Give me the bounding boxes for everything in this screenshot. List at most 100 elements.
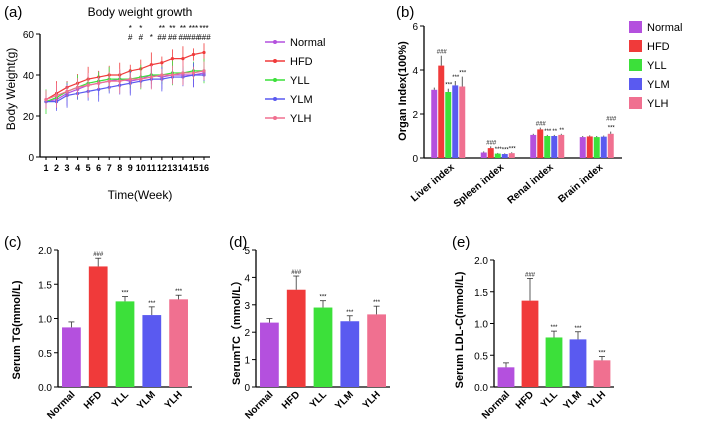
panel-d-significance-mark: *** [319, 295, 327, 301]
panel-c-bar-ylh [169, 299, 188, 387]
panel-a-legend-label: HFD [290, 56, 313, 68]
panel-b-bar-ylm [501, 154, 508, 158]
panel-c-bar-yll [115, 301, 135, 387]
panel-b-legend-label: Normal [647, 22, 682, 34]
panel-e-ylabel: Serum LDL-C(mmol/L) [454, 271, 466, 388]
panel-c-y-tick-label: 1.5 [38, 280, 52, 291]
panel-a-y-tick-label: 40 [23, 71, 35, 82]
panel-b-x-tick-label: Spleen index [452, 162, 507, 210]
panel-b-significance-mark: *** [495, 147, 503, 153]
panel-b-y-tick-label: 6 [412, 22, 418, 33]
panel-b-bar-hfd [487, 148, 494, 158]
panel-d-bar-ylh [367, 314, 386, 387]
panel-c-x-tick-label: YLH [163, 389, 185, 411]
panel-a-y-tick-label: 0 [28, 153, 34, 164]
panel-a-significance-mark: ## [168, 33, 177, 42]
panel-a-significance-mark: ** [180, 24, 186, 33]
panel-d-label: (d) [229, 234, 247, 251]
panel-e-bar-hfd [521, 300, 539, 387]
panel-d-bar-yll [313, 307, 333, 387]
panel-a-legend-marker [273, 59, 277, 63]
panel-b-x-tick-label: Renal index [506, 162, 556, 207]
panel-a-x-tick-label: 5 [86, 163, 91, 173]
panel-d-y-tick-label: 1 [244, 356, 250, 367]
panel-c-bar-hfd [88, 266, 108, 387]
panel-a-point [65, 89, 69, 93]
panel-a-x-tick-label: 7 [107, 163, 112, 173]
panel-b-bar-ylh [508, 153, 515, 158]
panel-a-significance-mark: ### [187, 33, 201, 42]
panel-e-bar-yll [545, 337, 563, 387]
panel-b-y-tick-label: 4 [412, 66, 418, 77]
panel-b-legend-swatch [629, 97, 642, 109]
panel-a-title: Body weight growth [88, 5, 193, 19]
panel-b-legend-label: YLH [647, 98, 668, 110]
panel-e-bar-ylm [569, 339, 587, 387]
panel-b-legend-label: YLL [647, 60, 667, 72]
panel-a-point [181, 57, 185, 61]
panel-a-x-tick-label: 8 [117, 163, 122, 173]
panel-a-point [97, 81, 101, 85]
panel-d-bar-hfd [286, 289, 306, 387]
panel-b-significance-mark: *** [445, 83, 453, 89]
panel-b-bar-hfd [586, 136, 593, 158]
panel-b-y-tick-label: 2 [412, 110, 418, 121]
panel-e-y-tick-label: 2.0 [474, 256, 488, 267]
panel-a-significance-mark: ## [157, 33, 166, 42]
panel-a-significance-mark: ## [178, 33, 187, 42]
panel-d-significance-mark: ### [291, 270, 302, 276]
panel-a-x-tick-label: 9 [128, 163, 133, 173]
panel-a-significance-mark: ### [197, 33, 211, 42]
panel-b-significance-mark: ### [606, 117, 617, 123]
panel-d-bar-normal [260, 322, 279, 387]
panel-e-x-tick-label: Normal [480, 389, 512, 421]
panel-e-y-tick-label: 0.5 [474, 351, 488, 362]
panel-a-significance-mark: * [139, 24, 142, 33]
panel-a-x-tick-label: 4 [75, 163, 80, 173]
panel-a-point [191, 52, 196, 57]
panel-a-legend-marker [273, 116, 277, 120]
panel-b-legend-label: YLM [647, 79, 670, 91]
panel-e-significance-mark: *** [574, 326, 582, 332]
panel-b-legend-swatch [629, 78, 642, 90]
panel-a-point [160, 61, 164, 65]
panel-a-x-tick-label: 2 [54, 163, 59, 173]
panel-e-significance-mark: *** [598, 351, 606, 357]
panel-a-ylabel: Body Weight(g) [4, 48, 18, 130]
panel-a-point [44, 98, 48, 102]
panel-a-point [118, 79, 122, 83]
panel-b-significance-mark: ### [437, 50, 448, 56]
panel-c-y-tick-label: 1.0 [38, 315, 52, 326]
panel-a-x-tick-label: 6 [96, 163, 101, 173]
panel-e-x-tick-label: YLH [586, 389, 608, 411]
panel-e-significance-mark: ### [525, 272, 536, 278]
panel-d-x-tick-label: YLM [333, 389, 356, 412]
panel-a-x-tick-label: 10 [136, 163, 146, 173]
panel-c-significance-mark: *** [121, 291, 129, 297]
panel-d-y-tick-label: 3 [244, 301, 250, 312]
panel-a-line-ylh [45, 70, 205, 101]
panel-b-bar-yll [544, 136, 551, 158]
panel-a-x-tick-label: 15 [188, 163, 198, 173]
panel-e-bar-ylh [593, 360, 611, 387]
panel-e-y-tick-label: 1.5 [474, 288, 488, 299]
panel-e-y-tick-label: 0.0 [474, 383, 488, 394]
panel-b-ylabel: Organ Index(100%) [397, 41, 409, 141]
panel-b-bar-normal [480, 152, 487, 158]
panel-a-point [170, 73, 174, 77]
panel-c-x-tick-label: YLM [135, 389, 158, 412]
panel-a-x-tick-label: 11 [147, 163, 157, 173]
panel-b-legend-swatch [629, 40, 642, 52]
panel-b-bar-hfd [438, 65, 445, 158]
panel-d-x-tick-label: YLL [308, 389, 329, 410]
panel-a-point [86, 83, 90, 87]
panel-d-x-tick-label: HFD [280, 389, 302, 411]
panel-a-legend-marker [273, 97, 277, 101]
panel-b-bar-normal [579, 137, 586, 158]
panel-d-x-tick-label: YLH [361, 389, 383, 411]
panel-b-significance-mark: *** [509, 146, 517, 152]
panel-e-bar-normal [497, 367, 515, 387]
panel-b-y-tick-label: 0 [412, 154, 418, 165]
panel-a-significance-mark: # [128, 33, 133, 42]
panel-a-y-tick-label: 20 [23, 112, 35, 123]
